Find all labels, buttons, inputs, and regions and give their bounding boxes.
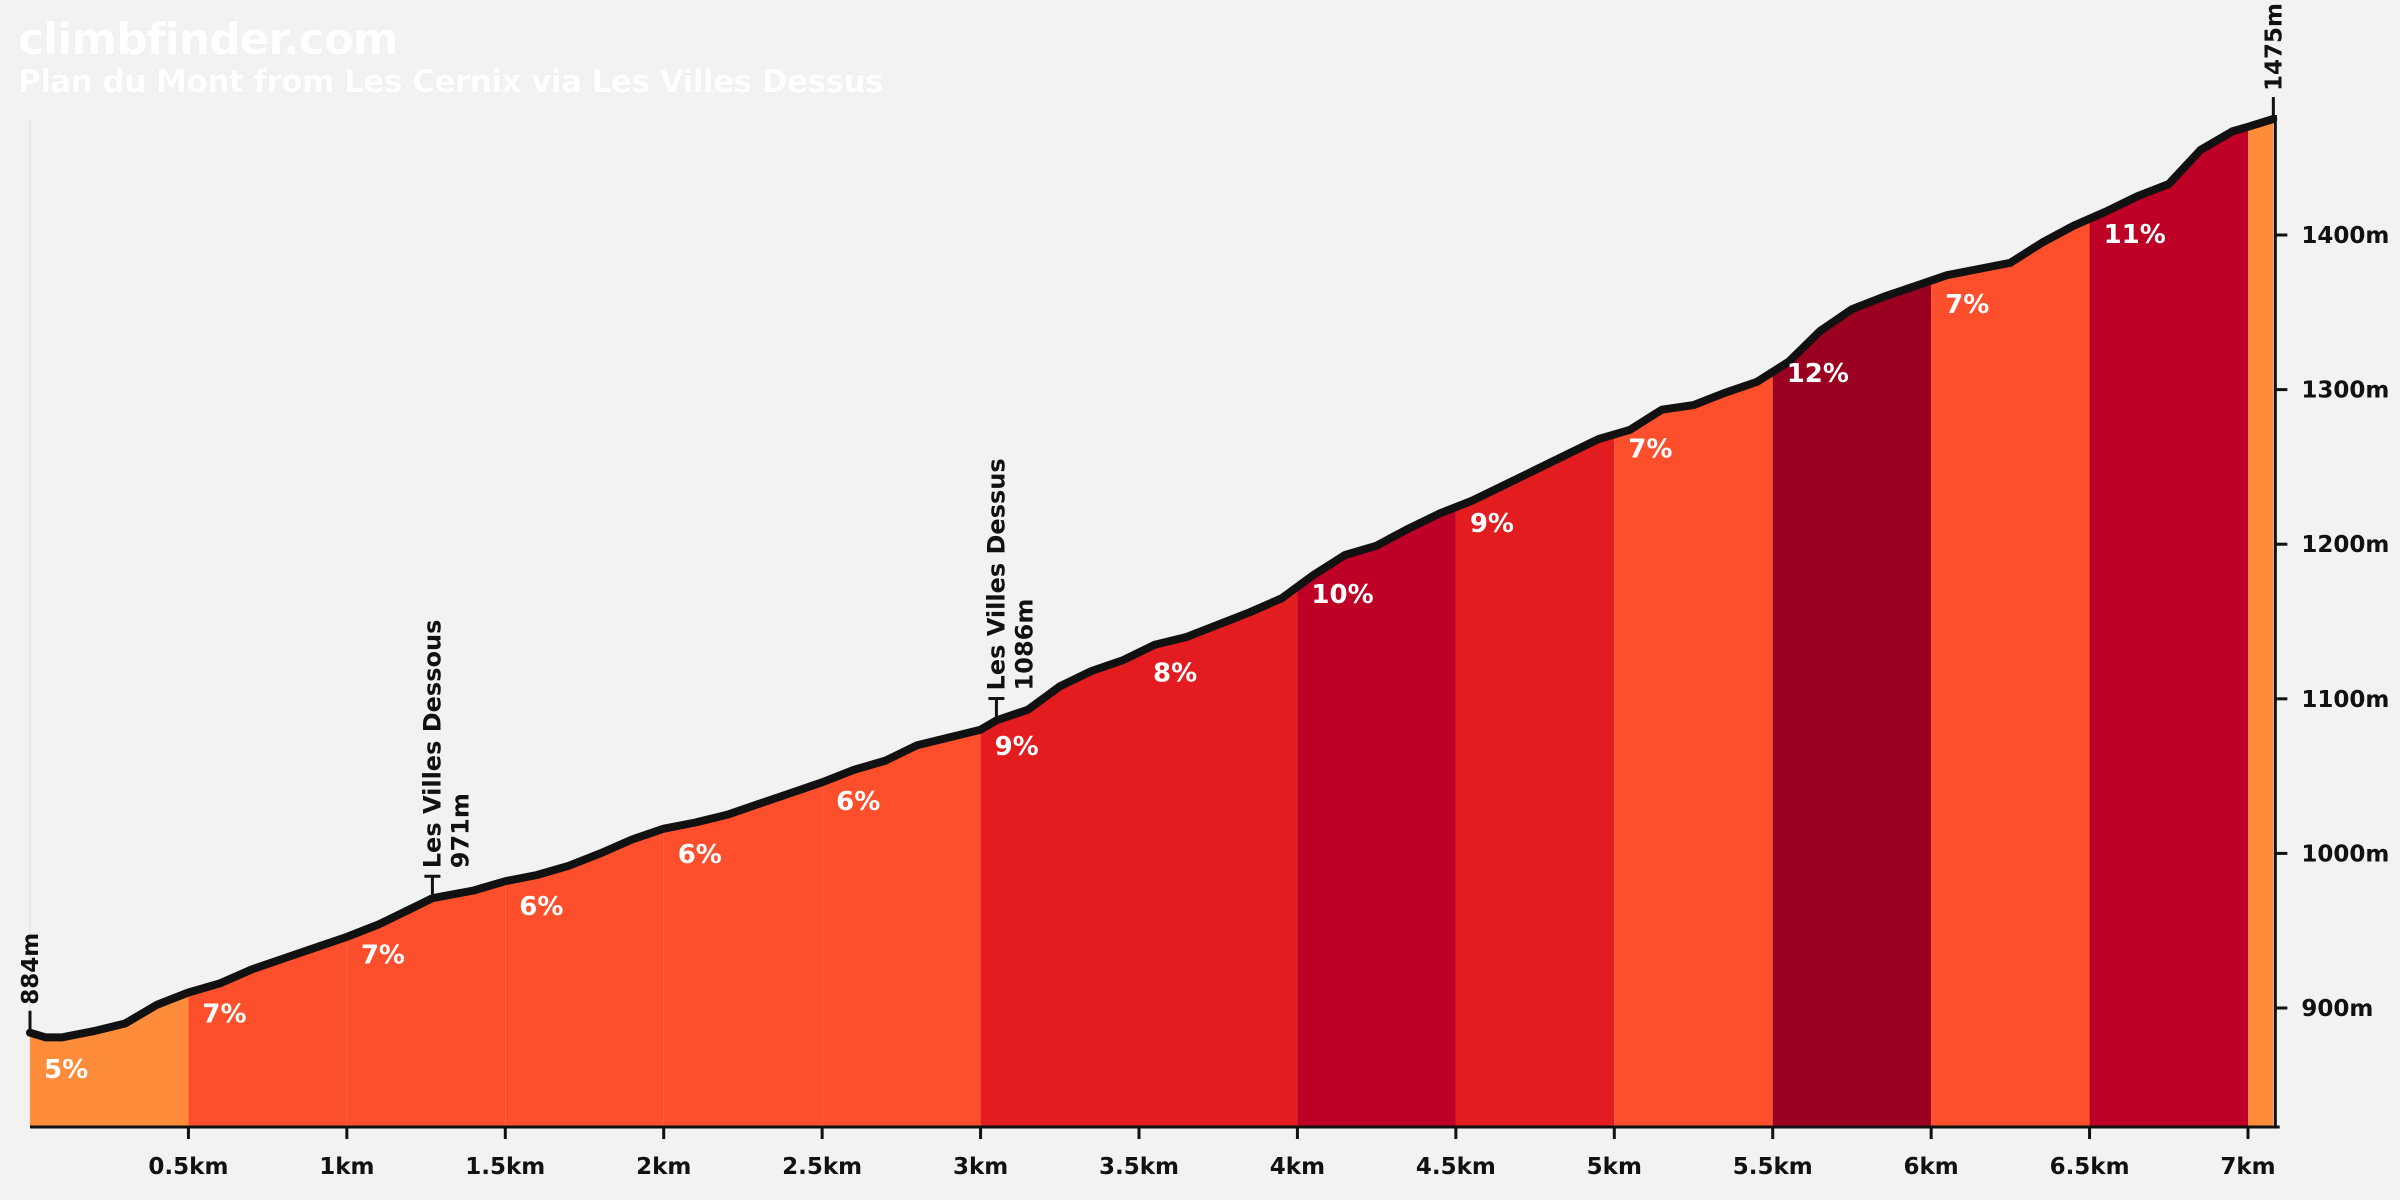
y-tick-label: 1000m <box>2301 841 2389 867</box>
grade-segment-4 <box>663 782 823 1127</box>
y-tick-label: 1400m <box>2301 223 2389 249</box>
y-tick-label: 1200m <box>2301 532 2389 558</box>
grade-label: 6% <box>519 892 563 922</box>
x-tick-label: 3.5km <box>1099 1154 1179 1180</box>
grade-label: 7% <box>202 999 246 1029</box>
x-tick-label: 6.5km <box>2050 1154 2130 1180</box>
grade-segment-11 <box>1772 280 1932 1128</box>
x-tick-label: 0.5km <box>148 1154 228 1180</box>
x-tick-label: 1.5km <box>465 1154 545 1180</box>
grade-segment-13 <box>2089 126 2248 1128</box>
x-tick-label: 7km <box>2220 1154 2275 1180</box>
grade-segment-12 <box>1931 218 2090 1128</box>
grade-label: 7% <box>1628 435 1672 465</box>
x-tick-label: 4.5km <box>1416 1154 1496 1180</box>
grade-label: 7% <box>361 940 405 970</box>
grade-segment-9 <box>1455 434 1615 1127</box>
end-elevation-label: 1475m <box>2261 3 2287 91</box>
start-elevation-label: 884m <box>18 933 44 1005</box>
x-tick-label: 4km <box>1270 1154 1325 1180</box>
grade-segment-7 <box>1139 586 1298 1127</box>
x-tick-label: 1km <box>319 1154 374 1180</box>
grade-segment-6 <box>980 652 1139 1127</box>
grade-label: 7% <box>1945 290 1989 320</box>
profile-line <box>26 115 2278 1042</box>
y-tick-label: 1300m <box>2301 378 2389 404</box>
brand-logo-text: climbfinder.com <box>18 14 399 65</box>
grade-label: 10% <box>1311 580 1373 610</box>
x-tick-label: 2.5km <box>782 1154 862 1180</box>
grade-segment-14 <box>2248 119 2274 1127</box>
grade-label: 11% <box>2104 220 2166 250</box>
y-tick-label: 1100m <box>2301 687 2389 713</box>
grade-label: 9% <box>995 732 1039 762</box>
chart-title: Plan du Mont from Les Cernix via Les Vil… <box>18 64 884 100</box>
grade-label: 6% <box>678 840 722 870</box>
waypoint-elevation: 1086m <box>1010 599 1038 691</box>
x-tick-label: 3km <box>953 1154 1008 1180</box>
grade-label: 8% <box>1153 658 1197 688</box>
grade-label: 12% <box>1787 359 1849 389</box>
waypoint-elevation: 971m <box>446 793 474 868</box>
grade-segment-5 <box>822 729 981 1127</box>
grade-segment-3 <box>505 828 664 1127</box>
x-tick-label: 2km <box>636 1154 691 1180</box>
grade-segment-1 <box>188 936 347 1127</box>
grade-segment-8 <box>1297 507 1456 1128</box>
x-tick-label: 5km <box>1587 1154 1642 1180</box>
waypoint-name: Les Villes Dessous <box>418 620 446 869</box>
grade-label: 5% <box>44 1055 88 1085</box>
x-tick-label: 6km <box>1904 1154 1959 1180</box>
grade-segment-10 <box>1614 371 1773 1127</box>
grade-label: 6% <box>836 787 880 817</box>
waypoint-name: Les Villes Dessus <box>982 458 1010 690</box>
y-tick-label: 900m <box>2301 996 2373 1022</box>
grade-segment-0 <box>30 992 189 1127</box>
x-tick-label: 5.5km <box>1733 1154 1813 1180</box>
grade-label: 9% <box>1470 509 1514 539</box>
grade-segment-2 <box>346 881 506 1127</box>
